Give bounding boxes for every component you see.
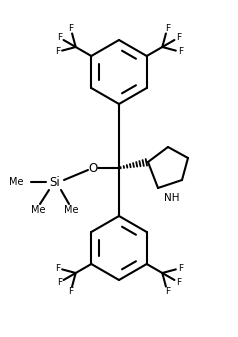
Text: F: F — [176, 278, 181, 287]
Text: F: F — [178, 264, 183, 273]
Text: Me: Me — [64, 205, 78, 215]
Text: O: O — [88, 161, 98, 175]
Text: F: F — [57, 278, 62, 287]
Text: F: F — [176, 33, 181, 42]
Text: F: F — [165, 287, 170, 296]
Text: Si: Si — [50, 176, 60, 188]
Text: Me: Me — [31, 205, 45, 215]
Text: F: F — [55, 48, 60, 56]
Text: F: F — [68, 24, 73, 33]
Text: NH: NH — [164, 193, 179, 203]
Text: F: F — [178, 48, 183, 56]
Text: F: F — [165, 24, 170, 33]
Text: Me: Me — [10, 177, 24, 187]
Text: F: F — [68, 287, 73, 296]
Text: F: F — [55, 264, 60, 273]
Text: F: F — [57, 33, 62, 42]
